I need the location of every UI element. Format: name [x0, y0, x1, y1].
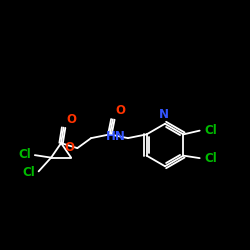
Text: O: O [66, 114, 76, 126]
Text: O: O [64, 140, 74, 153]
Text: Cl: Cl [204, 152, 217, 164]
Text: Cl: Cl [204, 124, 217, 136]
Text: N: N [159, 108, 169, 121]
Text: Cl: Cl [22, 166, 35, 179]
Text: HN: HN [106, 130, 125, 142]
Text: Cl: Cl [18, 148, 31, 161]
Text: O: O [116, 104, 126, 118]
